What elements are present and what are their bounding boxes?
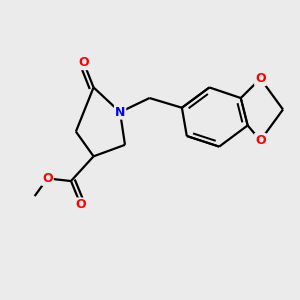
Text: O: O xyxy=(42,172,53,185)
Text: O: O xyxy=(255,134,266,147)
Text: O: O xyxy=(255,72,266,85)
Text: N: N xyxy=(115,106,125,119)
Text: O: O xyxy=(76,198,86,212)
Text: O: O xyxy=(78,56,89,69)
